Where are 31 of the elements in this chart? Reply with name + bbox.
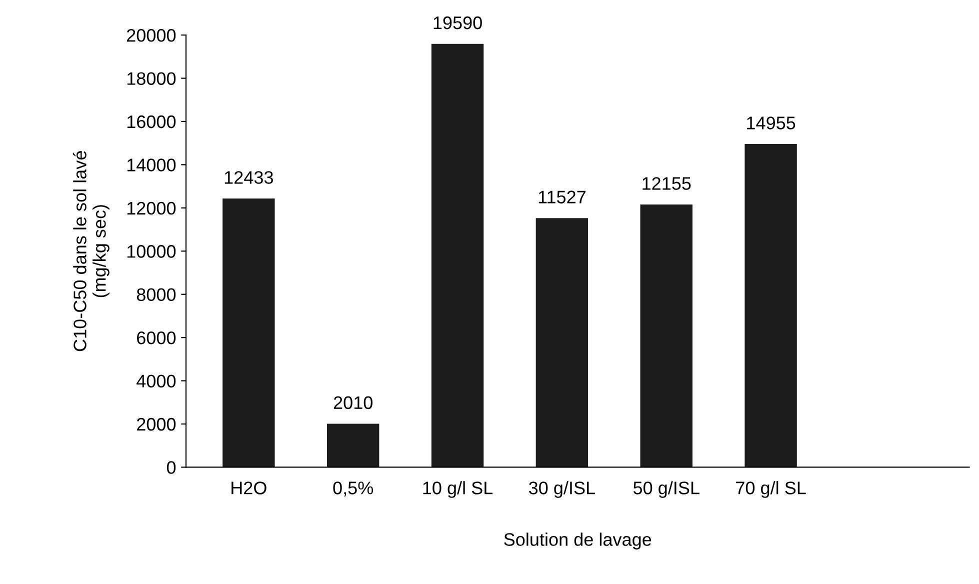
bar bbox=[222, 198, 275, 468]
y-tick-label: 18000 bbox=[127, 72, 176, 85]
y-tick-label: 6000 bbox=[137, 331, 176, 344]
data-label: 12433 bbox=[224, 171, 273, 184]
bar bbox=[744, 144, 797, 468]
x-axis-title: Solution de lavage bbox=[504, 532, 652, 550]
data-label: 19590 bbox=[434, 16, 482, 30]
y-tick-label: 4000 bbox=[136, 374, 176, 388]
bar bbox=[326, 424, 380, 468]
data-label: 11527 bbox=[538, 190, 586, 204]
x-tick-label: 10 g/l SL bbox=[423, 481, 493, 498]
y-tick-label: 20000 bbox=[126, 28, 176, 42]
y-tick-label: 12000 bbox=[127, 202, 176, 215]
x-tick-label: 50 g/ISL bbox=[633, 481, 700, 498]
data-label: 2010 bbox=[334, 396, 372, 410]
bar bbox=[431, 44, 484, 468]
y-tick-label: 8000 bbox=[136, 288, 176, 302]
y-tick-label: 10000 bbox=[127, 245, 176, 258]
y-tick-label: 2000 bbox=[137, 418, 176, 431]
bar bbox=[536, 218, 588, 468]
y-tick-label: 14000 bbox=[127, 158, 176, 172]
x-tick-label: 0,5% bbox=[333, 482, 374, 496]
data-label: 12155 bbox=[642, 177, 691, 190]
y-tick-label: 16000 bbox=[127, 115, 176, 128]
y-tick-label: 0 bbox=[166, 461, 176, 474]
x-tick-label: H2O bbox=[232, 482, 266, 494]
bar bbox=[640, 204, 692, 468]
x-tick-label: 70 g/l SL bbox=[736, 481, 806, 498]
data-label: 14955 bbox=[747, 116, 796, 130]
x-tick-label: 30 g/ISL bbox=[529, 481, 595, 498]
y-axis-title: C10-C50 dans le sol lavé (mg/kg sec) bbox=[72, 151, 110, 352]
